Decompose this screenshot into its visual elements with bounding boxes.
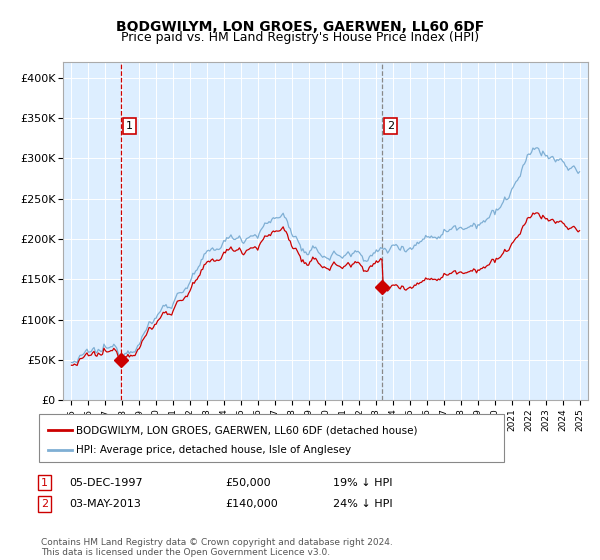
Text: £140,000: £140,000: [225, 499, 278, 509]
Text: 19% ↓ HPI: 19% ↓ HPI: [333, 478, 392, 488]
Text: 2: 2: [41, 499, 48, 509]
Text: £50,000: £50,000: [225, 478, 271, 488]
Text: BODGWILYM, LON GROES, GAERWEN, LL60 6DF: BODGWILYM, LON GROES, GAERWEN, LL60 6DF: [116, 20, 484, 34]
Text: 1: 1: [126, 121, 133, 131]
Text: HPI: Average price, detached house, Isle of Anglesey: HPI: Average price, detached house, Isle…: [76, 445, 352, 455]
Text: 05-DEC-1997: 05-DEC-1997: [69, 478, 143, 488]
Text: 03-MAY-2013: 03-MAY-2013: [69, 499, 141, 509]
Text: 1: 1: [41, 478, 48, 488]
Text: 24% ↓ HPI: 24% ↓ HPI: [333, 499, 392, 509]
Text: Contains HM Land Registry data © Crown copyright and database right 2024.
This d: Contains HM Land Registry data © Crown c…: [41, 538, 392, 557]
Text: 2: 2: [387, 121, 394, 131]
Text: BODGWILYM, LON GROES, GAERWEN, LL60 6DF (detached house): BODGWILYM, LON GROES, GAERWEN, LL60 6DF …: [76, 425, 418, 435]
Text: Price paid vs. HM Land Registry's House Price Index (HPI): Price paid vs. HM Land Registry's House …: [121, 31, 479, 44]
